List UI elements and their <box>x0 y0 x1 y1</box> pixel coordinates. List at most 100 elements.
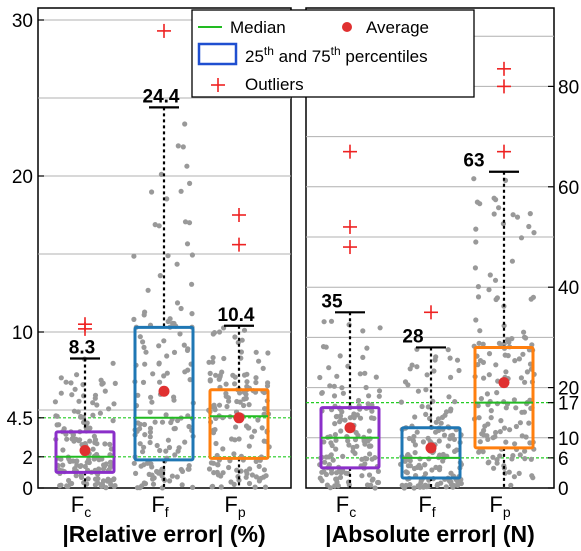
right-sample-point <box>516 356 523 362</box>
left-sample-point <box>60 447 66 453</box>
left-category-label: Fc <box>71 492 91 520</box>
right-y-tick-label: 20 <box>558 379 579 400</box>
left-sample-point <box>216 329 223 335</box>
right-sample-point <box>505 353 511 359</box>
right-sample-point <box>415 388 421 394</box>
left-sample-point <box>141 312 147 318</box>
right-sample-point <box>435 416 442 422</box>
left-sample-point <box>108 481 114 488</box>
right-sample-point <box>494 460 500 466</box>
left-sample-point <box>225 395 231 401</box>
right-sample-point <box>366 428 372 434</box>
right-sample-point <box>329 442 335 449</box>
right-sample-point <box>317 374 323 381</box>
right-sample-point <box>398 399 404 405</box>
left-sample-point <box>206 359 212 365</box>
right-sample-point <box>369 408 375 414</box>
left-sample-point <box>74 372 80 378</box>
left-sample-point <box>90 400 96 406</box>
right-sample-point <box>503 439 509 445</box>
right-sample-point <box>369 456 375 462</box>
right-sample-point <box>376 388 383 394</box>
right-sample-point <box>414 429 420 435</box>
left-sample-point <box>110 418 116 424</box>
right-y-tick-label: 80 <box>558 77 579 98</box>
right-sample-point <box>482 423 488 429</box>
left-sample-point <box>105 476 111 482</box>
left-sample-point <box>259 425 265 431</box>
left-y-tick-label: 20 <box>12 167 33 188</box>
left-sample-point <box>141 421 148 428</box>
right-sample-point <box>402 458 408 464</box>
left-sample-point <box>131 460 137 466</box>
right-sample-point <box>443 409 450 415</box>
left-sample-point <box>156 470 162 476</box>
left-sample-point <box>152 419 158 425</box>
right-sample-point <box>406 435 412 442</box>
right-sample-point <box>331 383 337 389</box>
left-sample-point <box>77 463 83 469</box>
right-sample-point <box>340 453 346 459</box>
right-sample-point <box>334 413 340 420</box>
right-sample-point <box>522 448 528 454</box>
left-sample-point <box>63 379 69 385</box>
right-sample-point <box>527 211 533 217</box>
left-sample-point <box>182 219 189 225</box>
right-sample-point <box>423 387 429 393</box>
right-sample-point <box>485 460 491 466</box>
left-sample-point <box>147 409 153 415</box>
right-sample-point <box>356 397 362 404</box>
right-sample-point <box>419 403 425 410</box>
left-sample-point <box>90 446 96 452</box>
left-sample-point <box>103 485 109 491</box>
left-sample-point <box>179 468 186 474</box>
right-sample-point <box>328 318 335 324</box>
right-sample-point <box>528 456 534 462</box>
left-sample-point <box>216 402 223 408</box>
left-sample-point <box>94 402 100 408</box>
left-sample-point <box>184 163 190 169</box>
left-whisker-label: 24.4 <box>143 86 180 107</box>
right-sample-point <box>491 211 497 217</box>
right-sample-point <box>412 450 418 456</box>
right-box <box>400 426 462 480</box>
left-sample-point <box>111 401 117 407</box>
right-sample-point <box>438 480 444 486</box>
left-outlier-marker <box>78 317 92 332</box>
right-sample-point <box>342 417 348 423</box>
left-sample-point <box>102 441 108 447</box>
left-sample-point <box>142 432 148 438</box>
right-mean-marker <box>498 377 510 389</box>
right-sample-point <box>326 365 332 371</box>
left-sample-point <box>91 433 97 439</box>
right-sample-point <box>335 483 341 489</box>
right-sample-point <box>481 375 487 381</box>
left-sample-point <box>218 484 224 490</box>
right-sample-point <box>422 462 428 468</box>
right-sample-point <box>339 385 345 391</box>
left-sample-point <box>73 473 79 479</box>
left-sample-point <box>249 472 255 478</box>
right-sample-point <box>476 340 482 346</box>
left-sample-point <box>137 334 143 340</box>
right-sample-point <box>475 294 482 300</box>
right-sample-point <box>336 469 342 475</box>
left-sample-point <box>209 484 215 490</box>
left-sample-point <box>179 482 185 488</box>
right-sample-point <box>487 272 493 278</box>
right-sample-point <box>447 355 453 361</box>
right-sample-point <box>363 384 369 391</box>
left-sample-point <box>256 478 262 484</box>
left-sample-point <box>223 381 229 387</box>
right-sample-point <box>530 294 537 300</box>
right-sample-point <box>485 436 491 442</box>
right-sample-point <box>506 339 512 345</box>
right-sample-point <box>404 470 410 476</box>
left-sample-point <box>211 402 217 408</box>
right-sample-point <box>323 454 329 460</box>
left-sample-point <box>207 370 213 376</box>
right-y-tick-label: 40 <box>558 278 579 299</box>
right-sample-point <box>477 328 483 334</box>
right-sample-point <box>506 469 512 475</box>
